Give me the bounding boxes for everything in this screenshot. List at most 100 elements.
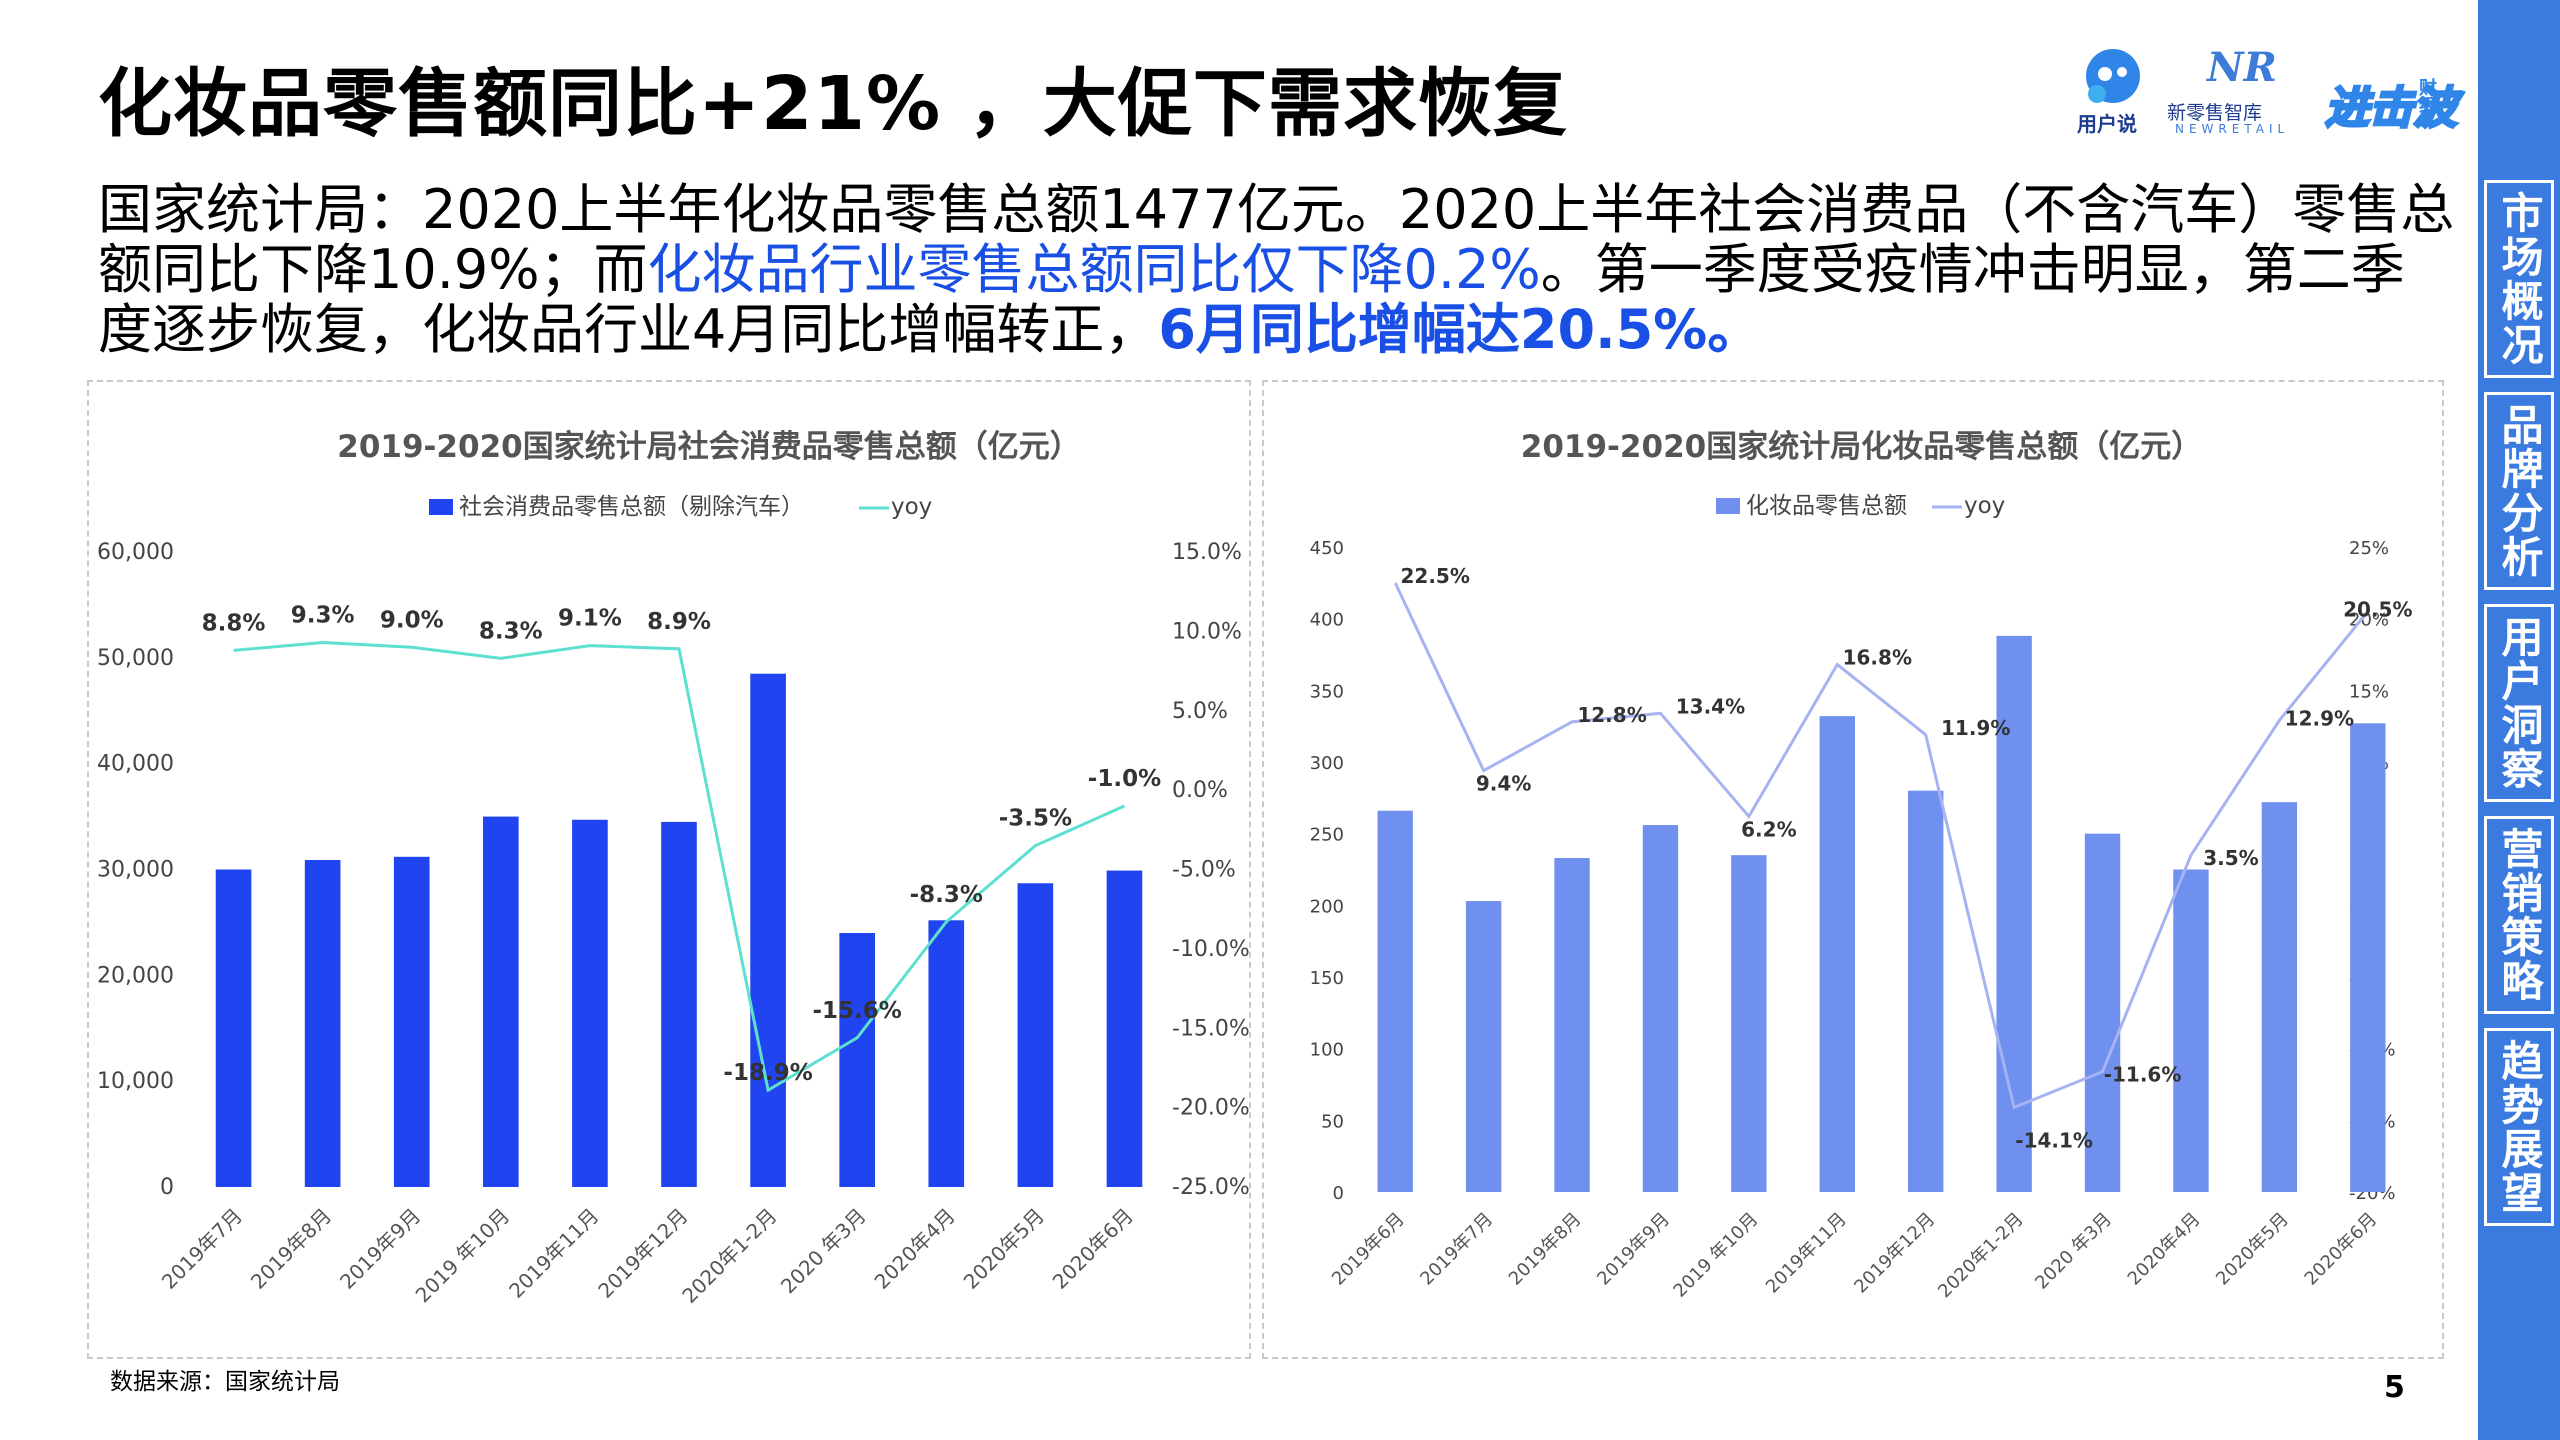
sidebar-item-market-overview[interactable]: 市场概况 — [2484, 180, 2554, 378]
yoy-data-label: 9.4% — [1476, 772, 1531, 796]
page-title: 化妆品零售额同比+21% ，大促下需求恢复 — [98, 61, 1568, 147]
yoy-data-label: -15.6% — [813, 998, 902, 1024]
x-axis-category-label: 2019年9月 — [1593, 1209, 1674, 1290]
left-axis-tick-label: 10,000 — [97, 1069, 174, 1094]
yoy-data-label: 3.5% — [2203, 846, 2258, 870]
yoy-data-label: 6.2% — [1741, 817, 1796, 841]
sidebar-item-trend-outlook[interactable]: 趋势展望 — [2484, 1028, 2554, 1226]
sidebar-item-brand-analysis[interactable]: 品牌分析 — [2484, 392, 2554, 590]
bar — [661, 821, 697, 1187]
x-axis-category-label: 2019年9月 — [335, 1204, 425, 1294]
chart-legend: 化妆品零售总额 yoy — [1716, 493, 2005, 519]
x-axis-category-label: 2019年11月 — [504, 1204, 603, 1303]
retail-sales-chart: 2019-2020国家统计局社会消费品零售总额（亿元） 社会消费品零售总额（剔除汽… — [97, 429, 1250, 1308]
right-axis-tick-label: -5.0% — [1172, 858, 1236, 883]
right-axis-tick-label: 15.0% — [1172, 540, 1242, 565]
right-axis-tick-label: 10.0% — [1172, 619, 1242, 644]
left-axis-tick-label: 200 — [1310, 896, 1344, 917]
intro-part-3: 。第一季度受疫情冲击明显，第二季度逐步恢复，化妆品行业4月同比增幅转正， — [98, 238, 2405, 361]
yoy-line — [1393, 582, 2369, 1110]
yoy-data-label: 16.8% — [1843, 646, 1912, 670]
right-axis-tick-label: -15.0% — [1172, 1016, 1250, 1041]
right-axis-tick-label: 0.0% — [1172, 778, 1228, 803]
section-sidebar: 市场概况 品牌分析 用户洞察 营销策略 趋势展望 — [2478, 0, 2560, 1440]
legend-bar-swatch — [429, 499, 453, 515]
x-axis-category-label: 2019年8月 — [1505, 1209, 1586, 1290]
yoy-data-label: -14.1% — [2015, 1128, 2093, 1152]
yonghushuo-logo: 用户说 — [2075, 44, 2150, 139]
x-axis-category-label: 2020年1-2月 — [1934, 1209, 2027, 1302]
yoy-data-label: 9.3% — [291, 602, 355, 628]
left-axis-tick-label: 300 — [1310, 753, 1344, 774]
right-axis-tick-label: -20.0% — [1172, 1096, 1250, 1121]
yoy-data-label: 12.8% — [1577, 703, 1646, 727]
yonghushuo-text: 用户说 — [2077, 112, 2137, 136]
chart-legend: 社会消费品零售总额（剔除汽车） yoy — [429, 494, 932, 520]
right-axis-tick-label: 5.0% — [1172, 699, 1228, 724]
left-axis-tick-label: 40,000 — [97, 752, 174, 777]
yoy-data-label: -18.9% — [723, 1060, 812, 1086]
yoy-data-label: 20.5% — [2343, 598, 2412, 622]
yoy-data-label: -11.6% — [2104, 1063, 2182, 1087]
newretail-cn: 新零售智库 — [2167, 102, 2263, 124]
yoy-data-label: -8.3% — [910, 882, 983, 908]
yoy-data-label: 13.4% — [1676, 694, 1745, 718]
right-axis-tick-label: 25% — [2349, 538, 2389, 559]
legend-bar-label: 化妆品零售总额 — [1746, 493, 1907, 519]
legend-bar-label: 社会消费品零售总额（剔除汽车） — [459, 494, 804, 520]
left-axis-tick-label: 250 — [1310, 825, 1344, 846]
jinjibo-logo: 进击波 财经 — [2324, 72, 2459, 136]
bar — [839, 933, 875, 1187]
sidebar-item-user-insight[interactable]: 用户洞察 — [2484, 604, 2554, 802]
bar — [1465, 901, 1502, 1192]
bar — [1106, 870, 1143, 1187]
bar — [1908, 790, 1944, 1192]
x-axis-category-label: 2020 年3月 — [2031, 1209, 2116, 1294]
newretail-logo: NR 新零售智库 NEWRETAIL — [2167, 44, 2317, 139]
sidebar-item-marketing-strategy[interactable]: 营销策略 — [2484, 816, 2554, 1014]
bar — [1554, 858, 1590, 1192]
bar — [1819, 716, 1855, 1192]
yoy-data-label: 8.9% — [647, 609, 711, 635]
left-axis-tick-label: 30,000 — [97, 858, 174, 883]
jinjibo-main: 进击波 — [2324, 82, 2459, 136]
left-chart-panel: 2019-2020国家统计局社会消费品零售总额（亿元） 社会消费品零售总额（剔除汽… — [87, 380, 1251, 1359]
page-number: 5 — [2384, 1370, 2405, 1405]
chart-title: 2019-2020国家统计局社会消费品零售总额（亿元） — [337, 429, 1080, 465]
right-axis-tick-label: 20% — [2349, 610, 2389, 631]
bar — [2350, 723, 2386, 1192]
bar — [572, 819, 608, 1187]
left-axis-tick-label: 0 — [160, 1175, 174, 1200]
legend-bar-swatch — [1716, 498, 1740, 514]
right-chart-panel: 2019-2020国家统计局化妆品零售总额（亿元） 化妆品零售总额 yoy 0 50 10… — [1262, 380, 2444, 1359]
cosmetics-sales-chart: 2019-2020国家统计局化妆品零售总额（亿元） 化妆品零售总额 yoy 0 50 10… — [1310, 429, 2413, 1302]
bar — [1377, 810, 1413, 1192]
chat-bubble-icon — [2086, 49, 2140, 103]
right-axis-tick-label: 15% — [2349, 681, 2389, 702]
left-axis-tick-label: 0 — [1333, 1183, 1344, 1204]
yoy-data-label: 12.9% — [2285, 706, 2354, 730]
x-axis-category-label: 2020年1-2月 — [677, 1204, 781, 1308]
data-source-note: 数据来源：国家统计局 — [110, 1369, 340, 1395]
legend-line-label: yoy — [1964, 493, 2005, 519]
bar — [393, 856, 430, 1187]
x-axis-category-label: 2019年7月 — [1416, 1209, 1497, 1290]
x-axis-category-label: 2020年5月 — [2212, 1209, 2293, 1290]
yoy-line — [233, 640, 1126, 1093]
bar — [215, 869, 252, 1187]
x-axis-category-label: 2020年6月 — [2301, 1209, 2382, 1290]
logo-group: 用户说 NR 新零售智库 NEWRETAIL 进击波 财经 — [2075, 44, 2459, 139]
x-axis-category-label: 2019年6月 — [1328, 1209, 1409, 1290]
intro-highlight-2: 6月同比增幅达20.5%。 — [1158, 298, 1762, 361]
bar — [750, 673, 786, 1187]
left-axis-tick-label: 20,000 — [97, 963, 174, 988]
bar — [1017, 883, 1054, 1187]
jinjibo-small: 财经 — [2416, 78, 2437, 114]
chart-title: 2019-2020国家统计局化妆品零售总额（亿元） — [1521, 429, 2202, 465]
x-axis-category-label: 2019年12月 — [1850, 1209, 1939, 1298]
bar — [483, 816, 519, 1187]
left-axis-tick-label: 450 — [1310, 538, 1344, 559]
x-axis-category-label: 2020 年3月 — [776, 1204, 871, 1299]
x-axis-category-label: 2020年5月 — [959, 1204, 1049, 1294]
yoy-data-label: 9.1% — [558, 606, 622, 632]
